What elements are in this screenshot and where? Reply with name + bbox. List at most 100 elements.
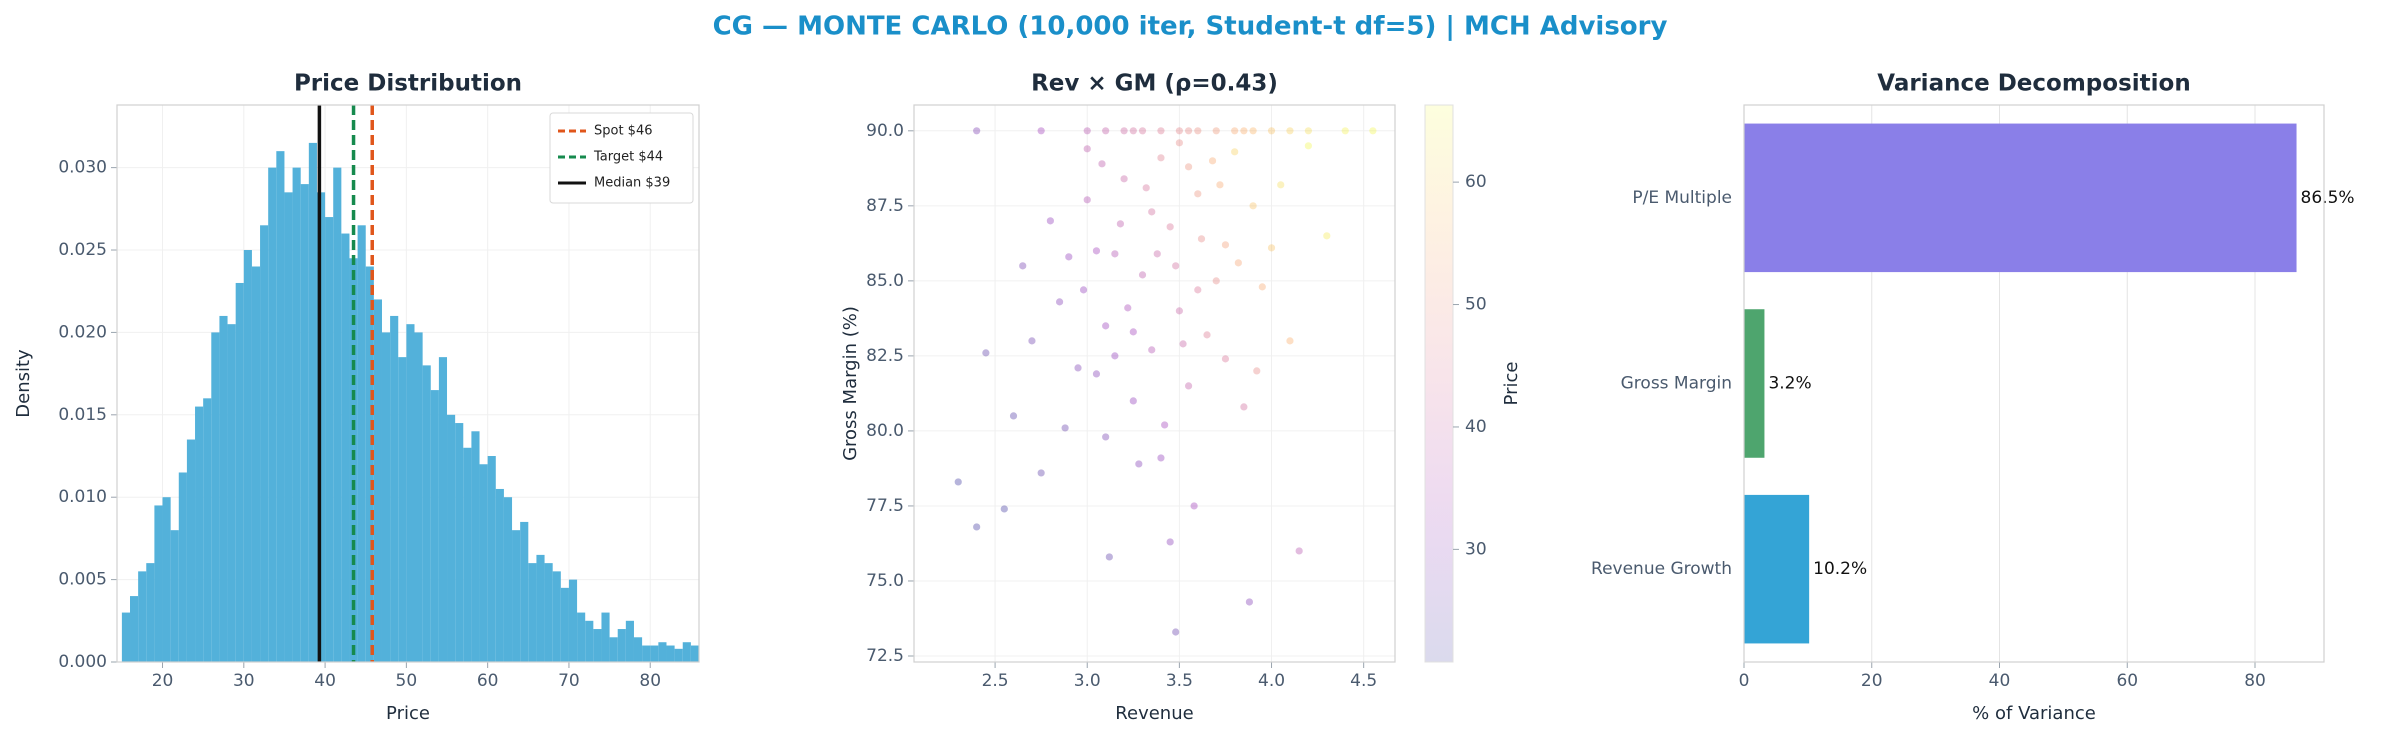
y-tick-label: 0.020 <box>58 322 107 342</box>
scatter-point <box>1092 370 1101 378</box>
scatter-point <box>1120 127 1128 135</box>
histogram-bar <box>560 587 569 662</box>
scatter-point <box>1234 259 1242 267</box>
x-tick-label: 0 <box>1739 671 1750 691</box>
colorbar <box>1424 104 1454 663</box>
scatter-point <box>1135 460 1143 468</box>
scatter-point <box>1240 403 1248 411</box>
subplot-title: Variance Decomposition <box>1877 71 2190 97</box>
legend-label: Spot $46 <box>594 124 653 139</box>
x-tick-label: 3.0 <box>1074 671 1101 691</box>
y-tick-label: 90.0 <box>866 121 904 141</box>
y-tick-label: Gross Margin <box>1621 374 1732 394</box>
histogram-bar <box>276 151 285 662</box>
y-tick-label: 0.005 <box>58 570 107 590</box>
scatter-point <box>1184 382 1193 390</box>
x-tick-label: 70 <box>558 671 580 691</box>
scatter-point <box>1129 127 1137 135</box>
y-tick-label: Revenue Growth <box>1591 559 1732 579</box>
scatter-point <box>1184 163 1193 171</box>
x-tick-label: 4.0 <box>1258 671 1285 691</box>
scatter-point <box>1267 244 1276 252</box>
y-axis-label: Gross Margin (%) <box>840 306 861 461</box>
histogram-bar <box>487 456 496 662</box>
scatter-point <box>1105 553 1113 561</box>
y-tick-label: 0.015 <box>58 405 107 425</box>
scatter-point <box>973 523 981 531</box>
histogram-bar <box>211 332 220 662</box>
y-tick-label: 75.0 <box>866 571 904 591</box>
histogram-bar <box>406 324 415 662</box>
scatter-point <box>1277 181 1285 189</box>
x-tick-label: 60 <box>477 671 499 691</box>
scatter-point <box>1142 184 1150 192</box>
scatter-point <box>1065 253 1073 261</box>
scatter-point <box>1037 127 1045 135</box>
scatter-point <box>1157 454 1165 462</box>
scatter-point <box>1172 628 1180 636</box>
histogram-bar <box>162 497 171 662</box>
scatter-point <box>1203 331 1211 339</box>
histogram-bar <box>178 472 187 662</box>
histogram-bar <box>650 645 659 662</box>
y-tick-label: 82.5 <box>866 346 904 366</box>
histogram-bar <box>251 266 261 662</box>
histogram-bar <box>349 258 358 662</box>
y-tick-label: 85.0 <box>866 271 904 291</box>
histogram-bar <box>625 620 634 662</box>
histogram-bar <box>373 299 382 662</box>
value-label: 3.2% <box>1768 374 1811 394</box>
scatter-point <box>1138 127 1147 135</box>
y-axis-label: Density <box>13 349 34 418</box>
value-label: 86.5% <box>2301 188 2355 208</box>
scatter-point <box>1148 208 1156 216</box>
scatter-point <box>973 127 981 135</box>
scatter-point <box>1083 127 1091 135</box>
scatter-point <box>1092 247 1101 255</box>
y-tick-label: 0.030 <box>58 158 107 178</box>
x-tick-label: 80 <box>639 671 661 691</box>
scatter-point <box>1124 304 1132 312</box>
scatter-point <box>1267 127 1276 135</box>
scatter-point <box>1037 469 1045 477</box>
legend-box <box>549 112 694 204</box>
histogram-bar <box>130 596 139 662</box>
scatter-point <box>1157 154 1165 162</box>
axes-frame <box>116 104 700 663</box>
scatter-point <box>1055 298 1064 306</box>
scatter-point <box>1111 352 1119 360</box>
scatter-point <box>1083 196 1091 204</box>
histogram-bar <box>512 530 521 662</box>
scatter-point <box>1231 148 1239 156</box>
histogram-bar <box>430 390 439 662</box>
histogram-bar <box>243 250 252 662</box>
scatter-point <box>1175 307 1183 315</box>
histogram-bar <box>235 282 244 662</box>
histogram-bar <box>609 637 618 662</box>
histogram-bar <box>422 365 431 662</box>
x-axis-label: Revenue <box>1115 703 1193 724</box>
scatter-point <box>1175 127 1183 135</box>
colorbar-tick-label: 50 <box>1465 295 1487 315</box>
histogram-bar <box>398 357 407 662</box>
scatter-point <box>1221 241 1230 249</box>
scatter-point <box>1194 127 1202 135</box>
scatter-point <box>1102 322 1110 330</box>
colorbar-tick-label: 30 <box>1465 539 1487 559</box>
scatter-point <box>1231 127 1239 135</box>
histogram-bar <box>471 431 480 662</box>
histogram-bar <box>690 645 699 662</box>
scatter-point <box>1240 127 1248 135</box>
histogram-bar <box>536 554 545 662</box>
subplot-title: Price Distribution <box>294 71 522 97</box>
y-tick-label: 77.5 <box>866 496 904 516</box>
scatter-point <box>1369 127 1377 135</box>
histogram-bar <box>260 225 269 662</box>
x-tick-label: 40 <box>1989 671 2011 691</box>
legend-label: Median $39 <box>594 176 670 191</box>
bar <box>1744 123 2297 273</box>
histogram-bar <box>195 406 204 662</box>
histogram-bar <box>674 648 683 662</box>
axes-frame <box>913 104 1396 663</box>
